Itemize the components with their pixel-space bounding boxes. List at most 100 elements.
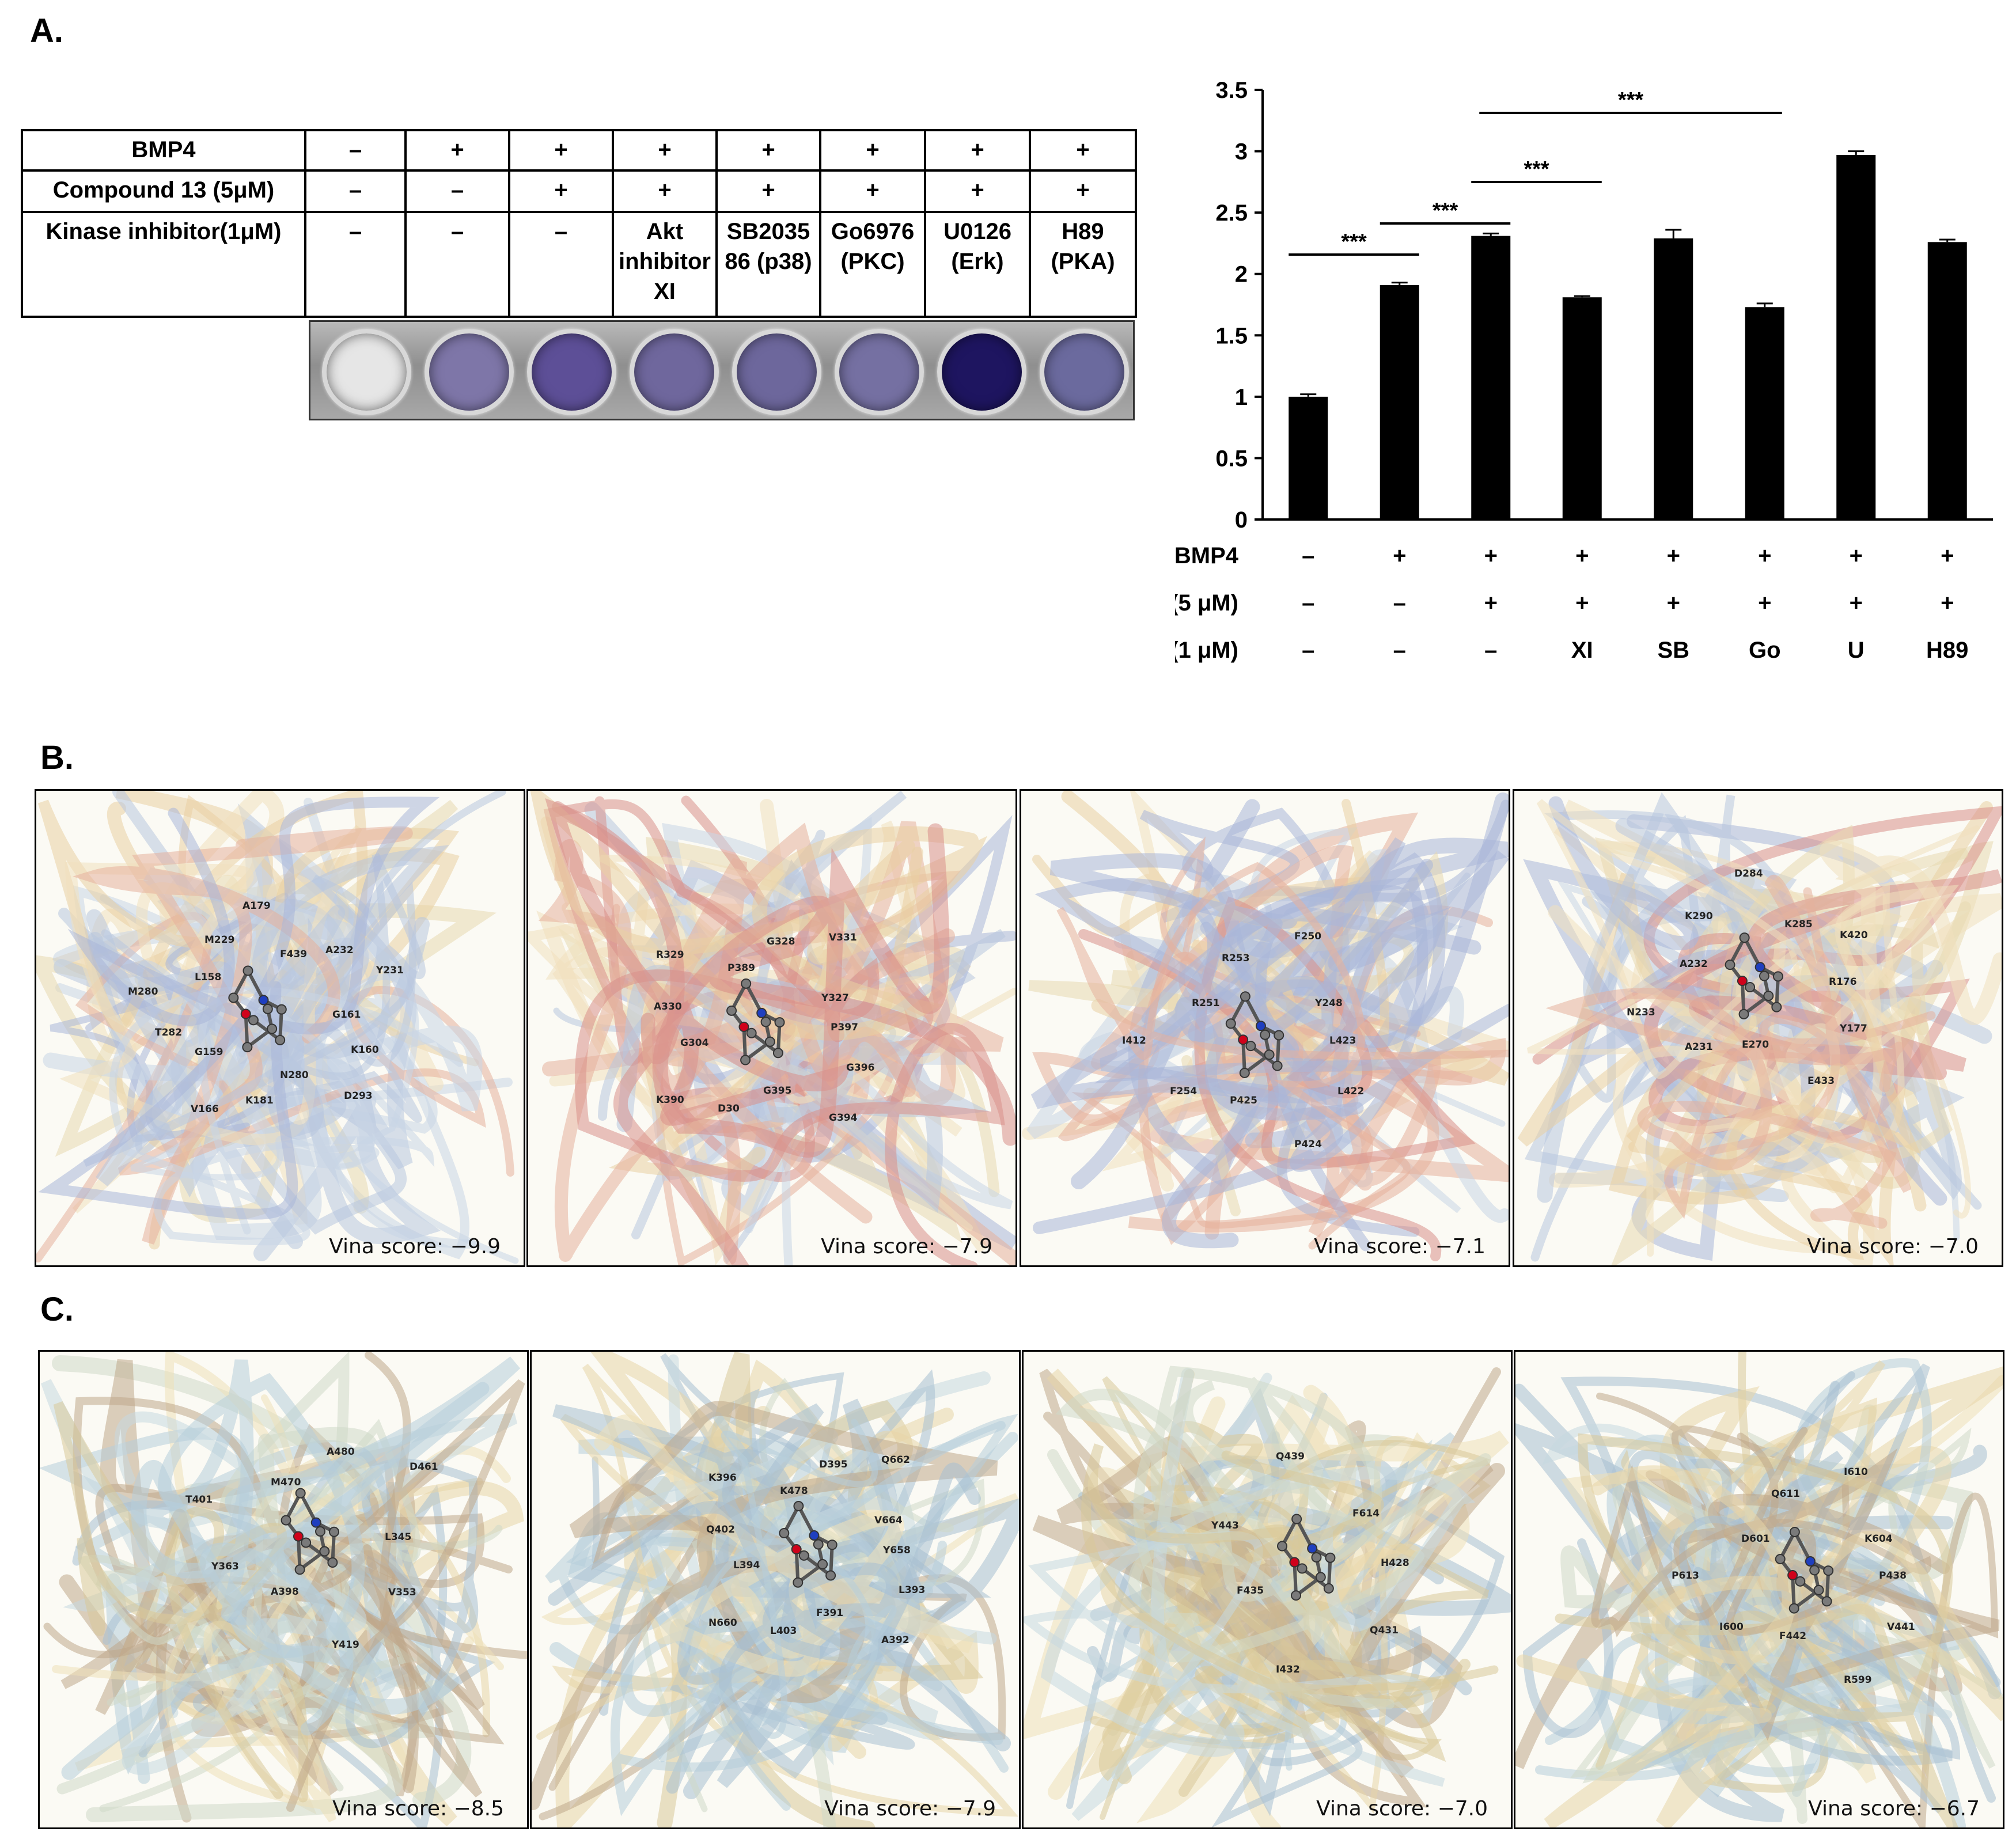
residue-label: K604 <box>1865 1533 1893 1545</box>
panel-label-a: A. <box>30 12 63 50</box>
ligand-atom <box>1307 1543 1318 1554</box>
residue-label: G304 <box>680 1037 709 1049</box>
residue-label: K160 <box>351 1044 379 1056</box>
ligand-atom <box>301 1537 312 1548</box>
residue-label: A398 <box>271 1586 299 1598</box>
ribbon-strand <box>61 1356 521 1780</box>
ligand-atom <box>1245 1041 1256 1052</box>
condition-cell: – <box>1302 590 1314 616</box>
ligand-atom <box>1745 982 1756 993</box>
residue-label: I412 <box>1122 1035 1146 1046</box>
ligand-atom <box>760 1017 771 1027</box>
vina-score: Vina score: −7.0 <box>1316 1797 1488 1821</box>
ribbon-strand <box>1056 862 1509 1250</box>
ligand-atom <box>1291 1590 1302 1601</box>
residue-label: G394 <box>829 1112 858 1124</box>
ligand-atom <box>1754 962 1765 973</box>
table-cell: – <box>404 211 510 318</box>
residue-label: K420 <box>1840 930 1868 941</box>
protein-ribbon-render <box>1515 1352 2003 1827</box>
ligand-atom <box>1240 991 1250 1002</box>
ligand-atom <box>1795 1576 1806 1587</box>
ribbon-strand <box>1545 988 1905 1229</box>
ligand-atom <box>1238 1034 1249 1045</box>
residue-label: P397 <box>831 1022 858 1033</box>
plate-well <box>630 329 719 415</box>
ribbon-strand <box>1081 1443 1450 1762</box>
condition-cell: – <box>1302 638 1314 663</box>
residue-label: I610 <box>1844 1466 1868 1478</box>
protein-ribbon-render <box>528 791 1015 1265</box>
ribbon-strand <box>286 1352 525 1812</box>
table-cell: U0126 (Erk) <box>924 211 1031 318</box>
residue-label: G161 <box>332 1009 361 1021</box>
plate-well <box>527 329 616 415</box>
c-docking-panel: Y658 L393 A392 F391 L403 N660 L394 Q402 K396 K478… <box>530 1350 1021 1829</box>
ligand-bond <box>246 970 266 1001</box>
ligand-atom <box>774 1017 785 1028</box>
table-cell: – <box>304 211 407 318</box>
residue-label: A232 <box>325 945 354 956</box>
residue-label: Y248 <box>1315 998 1343 1009</box>
c-docking-panel: H428 Q431 I432 F435 Y443 Q439 F614 Vina score: … <box>1022 1350 1513 1829</box>
ligand-bond <box>1791 1575 1796 1609</box>
ribbon-strand <box>1188 837 1446 1121</box>
b-docking-panel: G161 K160 D293 N280 K181 V166 G159 T282 M280 L158… <box>35 789 525 1267</box>
residue-label: K290 <box>1685 911 1713 922</box>
ligand-atom <box>329 1526 340 1537</box>
significance-label: *** <box>1433 199 1458 223</box>
residue-label: A392 <box>881 1635 910 1646</box>
ligand-bond <box>1295 1518 1314 1549</box>
residue-label: F439 <box>280 949 308 960</box>
residue-label: V331 <box>829 932 857 943</box>
table-cell: + <box>508 169 614 213</box>
ligand-atom <box>293 1531 304 1542</box>
ligand-atom <box>746 1027 757 1038</box>
ribbon-strand <box>680 1419 897 1739</box>
residue-label: D601 <box>1741 1533 1770 1545</box>
ligand-bond <box>1244 995 1263 1027</box>
residue-label: Y363 <box>211 1561 239 1572</box>
ligand-bond <box>744 983 763 1014</box>
residue-label: M470 <box>271 1477 301 1488</box>
ribbon-strand <box>1591 1427 1932 1637</box>
table-cell: + <box>1029 129 1137 172</box>
ligand-atom <box>276 1004 287 1015</box>
residue-label: Y231 <box>376 965 404 976</box>
table-cell: + <box>819 129 926 172</box>
residue-label: A480 <box>327 1446 355 1458</box>
condition-cell: XI <box>1571 638 1593 663</box>
ligand-atom <box>1323 1583 1334 1594</box>
residue-label: Y419 <box>332 1639 359 1651</box>
row-label: Compound 13 (5μM) <box>21 169 306 213</box>
ligand-atom <box>1239 1067 1250 1078</box>
condition-cell: + <box>1575 590 1589 616</box>
ligand-atom <box>1291 1514 1302 1525</box>
table-cell: H89 (PKA) <box>1029 211 1137 318</box>
table-cell: – <box>304 129 407 172</box>
ribbon-strand <box>1133 1366 1394 1709</box>
residue-label: K181 <box>245 1095 274 1106</box>
ligand-atom <box>825 1570 836 1581</box>
protein-ribbon-render <box>36 791 519 1264</box>
condition-cell: + <box>1941 543 1954 568</box>
residue-label: Y658 <box>883 1545 911 1556</box>
table-cell: + <box>924 129 1031 172</box>
protein-ribbon-render <box>532 1352 1019 1827</box>
residue-label: P613 <box>1672 1570 1699 1582</box>
residue-label: L158 <box>195 972 222 983</box>
residue-label: Q611 <box>1771 1488 1800 1500</box>
residue-label: L393 <box>899 1584 926 1596</box>
plate-well <box>425 329 514 415</box>
residue-label: M280 <box>128 986 158 998</box>
ligand-bond <box>1301 1567 1330 1590</box>
residue-label: Y177 <box>1840 1023 1867 1034</box>
ligand-atom <box>1821 1596 1832 1607</box>
table-cell: + <box>715 169 821 213</box>
ligand-bond <box>797 1505 816 1537</box>
condition-cell: – <box>1393 590 1406 616</box>
row-label: BMP4 <box>21 129 306 172</box>
c-docking-panel: P438 V441 R599 F442 I600 P613 D601 Q611 I610 K604… <box>1514 1350 2004 1829</box>
residue-label: G395 <box>763 1085 792 1097</box>
residue-label: G328 <box>767 936 795 947</box>
